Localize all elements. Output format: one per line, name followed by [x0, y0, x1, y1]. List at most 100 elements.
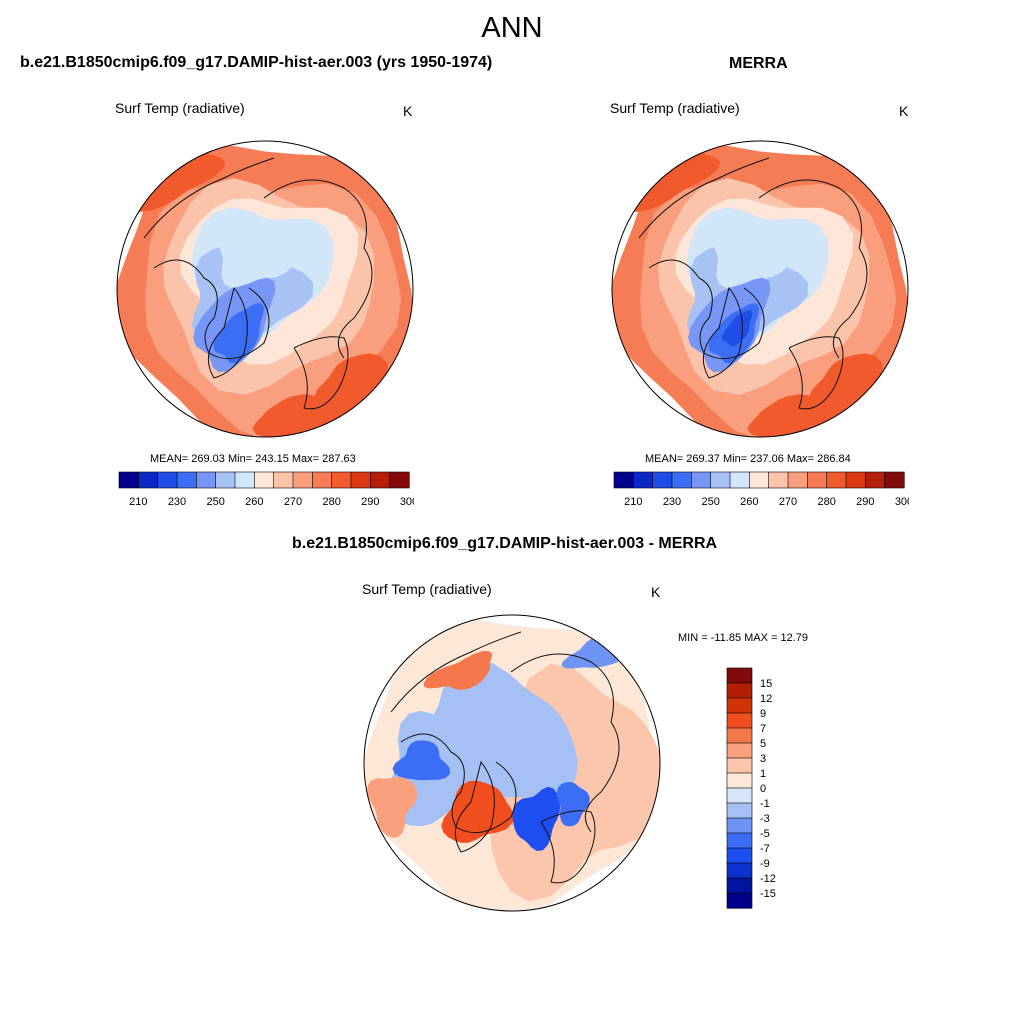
scandinavia-cold-bias	[556, 782, 590, 827]
colorbar-swatch	[138, 471, 159, 489]
colorbar-swatch	[768, 471, 789, 489]
model-colorbar: 210 230 250 260 270 280 290 300	[118, 471, 414, 508]
colorbar-swatch	[389, 471, 410, 489]
model-units-label: K	[403, 103, 413, 119]
colorbar-tick-label: 210	[624, 496, 642, 508]
diff-variable-label: Surf Temp (radiative)	[362, 581, 492, 597]
alaska-warm-bias	[423, 651, 493, 690]
map-border	[363, 614, 661, 912]
colorbar-swatch	[729, 471, 750, 489]
colorbar-tick-label: 280	[818, 496, 836, 508]
colorbar-swatch	[726, 802, 753, 819]
colorbar-tick-label: 230	[168, 496, 186, 508]
colorbar-tick-label: -9	[760, 858, 770, 870]
colorbar-swatch	[273, 471, 294, 489]
figure-title: ANN	[481, 12, 543, 44]
colorbar-tick-label: -12	[760, 873, 776, 885]
colorbar-tick-label: 7	[760, 723, 766, 735]
colorbar-swatch	[652, 471, 673, 489]
bering-coast	[638, 157, 770, 239]
colorbar-tick-label: 15	[760, 678, 772, 690]
colorbar-swatch	[671, 471, 692, 489]
colorbar-swatch	[726, 742, 753, 759]
colorbar-tick-label: 290	[361, 496, 379, 508]
colorbar-swatch	[845, 471, 866, 489]
colorbar-tick-label: 230	[663, 496, 681, 508]
colorbar-swatch	[710, 471, 731, 489]
colorbar-swatch	[234, 471, 255, 489]
colorbar-swatch	[726, 817, 753, 834]
north-america-coast	[153, 259, 270, 360]
colorbar-swatch	[726, 877, 753, 894]
greenland-coast	[454, 760, 495, 853]
greenland-coast	[207, 286, 248, 379]
colorbar-tick-label: 280	[323, 496, 341, 508]
colorbar-tick-label: 3	[760, 753, 766, 765]
colorbar-swatch	[726, 862, 753, 879]
colorbar-swatch	[749, 471, 770, 489]
colorbar-tick-label: 260	[245, 496, 263, 508]
greenland-peak-region	[722, 310, 753, 347]
colorbar-swatch	[633, 471, 654, 489]
colorbar-tick-label: 1	[760, 768, 766, 780]
colorbar-swatch	[726, 772, 753, 789]
diff-minmax: MIN = -11.85 MAX = 12.79	[678, 632, 809, 644]
map-border	[611, 140, 909, 438]
north-america-warm-bias	[367, 776, 418, 838]
colorbar-swatch	[787, 471, 808, 489]
colorbar-tick-label: 270	[284, 496, 302, 508]
colorbar-tick-label: -1	[760, 798, 770, 810]
model-stats: MEAN= 269.03 Min= 243.15 Max= 287.63	[150, 453, 356, 465]
colorbar-swatch	[726, 712, 753, 729]
scandinavia-coast	[540, 810, 596, 884]
pacific-warm-region	[623, 150, 721, 213]
scandinavia-coast	[293, 336, 349, 410]
obs-variable-label: Surf Temp (radiative)	[610, 100, 740, 116]
colorbar-swatch	[726, 892, 753, 909]
north-america-coast	[400, 733, 517, 834]
colorbar-swatch	[726, 727, 753, 744]
obs-units-label: K	[899, 103, 909, 119]
colorbar-swatch	[215, 471, 236, 489]
coastlines	[143, 157, 373, 410]
colorbar-swatch	[726, 847, 753, 864]
diff-panel-title: b.e21.B1850cmip6.f09_g17.DAMIP-hist-aer.…	[292, 535, 718, 552]
eurasia-coast	[510, 653, 620, 833]
colorbar-swatch	[726, 757, 753, 774]
archipelago-cold-bias	[392, 740, 450, 781]
pacific-warm-region	[128, 150, 226, 213]
colorbar-swatch	[726, 667, 753, 684]
obs-panel-title: MERRA	[729, 55, 788, 72]
central-arctic-region	[714, 217, 797, 290]
colorbar-swatch	[196, 471, 217, 489]
diff-colorbar: 15 12 9 7 5 3 1 0 -1 -3 -5 -7 -9 -12 -15	[726, 667, 776, 909]
colorbar-tick-label: 290	[856, 496, 874, 508]
colorbar-swatch	[312, 471, 333, 489]
colorbar-swatch	[157, 471, 178, 489]
coastlines	[390, 631, 620, 884]
scandinavia-coast	[788, 336, 844, 410]
colorbar-swatch	[331, 471, 352, 489]
colorbar-tick-label: 9	[760, 708, 766, 720]
colorbar-swatch	[884, 471, 905, 489]
colorbar-tick-label: 270	[779, 496, 797, 508]
obs-stats: MEAN= 269.37 Min= 237.06 Max= 286.84	[645, 453, 851, 465]
obs-colorbar: 210 230 250 260 270 280 290 300	[613, 471, 909, 508]
colorbar-tick-label: -7	[760, 843, 770, 855]
colorbar-swatch	[691, 471, 712, 489]
diff-polar-map	[363, 614, 661, 912]
greenland-coast	[702, 286, 743, 379]
central-arctic-region	[219, 217, 302, 290]
colorbar-swatch	[726, 697, 753, 714]
map-border	[116, 140, 414, 438]
colorbar-tick-label: 250	[207, 496, 225, 508]
bering-coast	[390, 631, 522, 713]
colorbar-swatch	[807, 471, 828, 489]
obs-polar-map	[611, 140, 909, 438]
colorbar-swatch	[118, 471, 139, 489]
greenland-core-region	[213, 303, 265, 364]
colorbar-tick-label: 300	[895, 496, 909, 508]
colorbar-swatch	[613, 471, 634, 489]
north-america-coast	[648, 259, 765, 360]
colorbar-swatch	[292, 471, 313, 489]
